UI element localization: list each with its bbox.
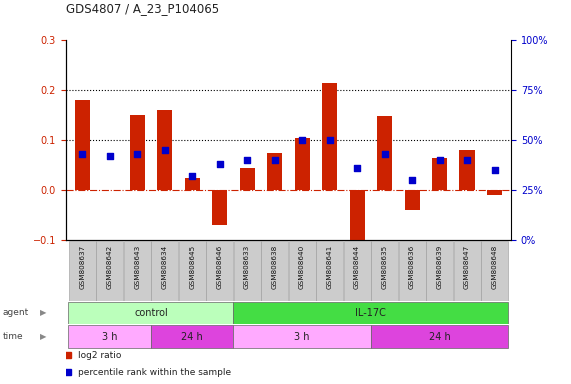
Point bbox=[243, 157, 252, 163]
Bar bbox=[344, 241, 371, 301]
Text: GSM808639: GSM808639 bbox=[437, 245, 443, 289]
Text: percentile rank within the sample: percentile rank within the sample bbox=[78, 368, 231, 377]
Point bbox=[105, 153, 114, 159]
Bar bbox=[487, 190, 502, 195]
Text: GSM808644: GSM808644 bbox=[354, 245, 360, 289]
Text: GSM808646: GSM808646 bbox=[216, 245, 223, 289]
Bar bbox=[234, 241, 260, 301]
Bar bbox=[96, 241, 123, 301]
Text: GSM808645: GSM808645 bbox=[189, 245, 195, 289]
Text: GSM808635: GSM808635 bbox=[381, 245, 388, 289]
Text: GSM808636: GSM808636 bbox=[409, 245, 415, 289]
Text: GSM808643: GSM808643 bbox=[134, 245, 140, 289]
Bar bbox=[179, 241, 206, 301]
Bar bbox=[212, 190, 227, 225]
Text: GSM808640: GSM808640 bbox=[299, 245, 305, 289]
Bar bbox=[151, 326, 234, 348]
Text: ▶: ▶ bbox=[40, 308, 46, 318]
Bar bbox=[240, 167, 255, 190]
Bar bbox=[206, 241, 233, 301]
Point bbox=[215, 161, 224, 167]
Point bbox=[408, 177, 417, 183]
Bar bbox=[404, 190, 420, 210]
Point bbox=[187, 173, 196, 179]
Text: control: control bbox=[134, 308, 168, 318]
Bar bbox=[316, 241, 343, 301]
Point bbox=[132, 151, 142, 157]
Bar bbox=[157, 110, 172, 190]
Bar bbox=[124, 241, 151, 301]
Point bbox=[463, 157, 472, 163]
Bar bbox=[349, 190, 365, 257]
Bar bbox=[75, 100, 90, 190]
Text: IL-17C: IL-17C bbox=[355, 308, 386, 318]
Bar bbox=[322, 83, 337, 190]
Bar bbox=[261, 241, 288, 301]
Text: time: time bbox=[3, 333, 23, 341]
Bar bbox=[426, 241, 453, 301]
Point bbox=[270, 157, 279, 163]
Text: GSM808642: GSM808642 bbox=[107, 245, 112, 289]
Text: GSM808637: GSM808637 bbox=[79, 245, 85, 289]
Bar bbox=[69, 326, 151, 348]
Bar bbox=[69, 241, 95, 301]
Text: GSM808634: GSM808634 bbox=[162, 245, 168, 289]
Bar bbox=[481, 241, 508, 301]
Bar bbox=[371, 326, 508, 348]
Text: 3 h: 3 h bbox=[102, 332, 118, 342]
Bar bbox=[267, 152, 282, 190]
Bar bbox=[453, 241, 481, 301]
Bar bbox=[151, 241, 178, 301]
Text: 3 h: 3 h bbox=[295, 332, 310, 342]
Point bbox=[352, 165, 361, 171]
Bar bbox=[234, 302, 508, 324]
Text: GSM808647: GSM808647 bbox=[464, 245, 470, 289]
Point bbox=[380, 151, 389, 157]
Text: GSM808633: GSM808633 bbox=[244, 245, 250, 289]
Text: GDS4807 / A_23_P104065: GDS4807 / A_23_P104065 bbox=[66, 2, 219, 15]
Text: agent: agent bbox=[3, 308, 29, 318]
Bar bbox=[288, 241, 316, 301]
Bar bbox=[295, 138, 309, 190]
Text: ▶: ▶ bbox=[40, 333, 46, 341]
Bar bbox=[377, 116, 392, 190]
Bar bbox=[184, 177, 200, 190]
Point bbox=[325, 137, 334, 143]
Point bbox=[78, 151, 87, 157]
Text: 24 h: 24 h bbox=[429, 332, 451, 342]
Bar bbox=[371, 241, 398, 301]
Point bbox=[435, 157, 444, 163]
Text: GSM808648: GSM808648 bbox=[492, 245, 497, 289]
Text: GSM808638: GSM808638 bbox=[272, 245, 278, 289]
Bar bbox=[460, 150, 475, 190]
Bar bbox=[130, 115, 144, 190]
Bar bbox=[69, 302, 234, 324]
Bar bbox=[432, 157, 447, 190]
Point bbox=[490, 167, 499, 173]
Bar bbox=[234, 326, 371, 348]
Text: log2 ratio: log2 ratio bbox=[78, 351, 122, 360]
Point bbox=[297, 137, 307, 143]
Text: 24 h: 24 h bbox=[181, 332, 203, 342]
Point bbox=[160, 147, 169, 153]
Bar bbox=[399, 241, 425, 301]
Text: GSM808641: GSM808641 bbox=[327, 245, 332, 289]
